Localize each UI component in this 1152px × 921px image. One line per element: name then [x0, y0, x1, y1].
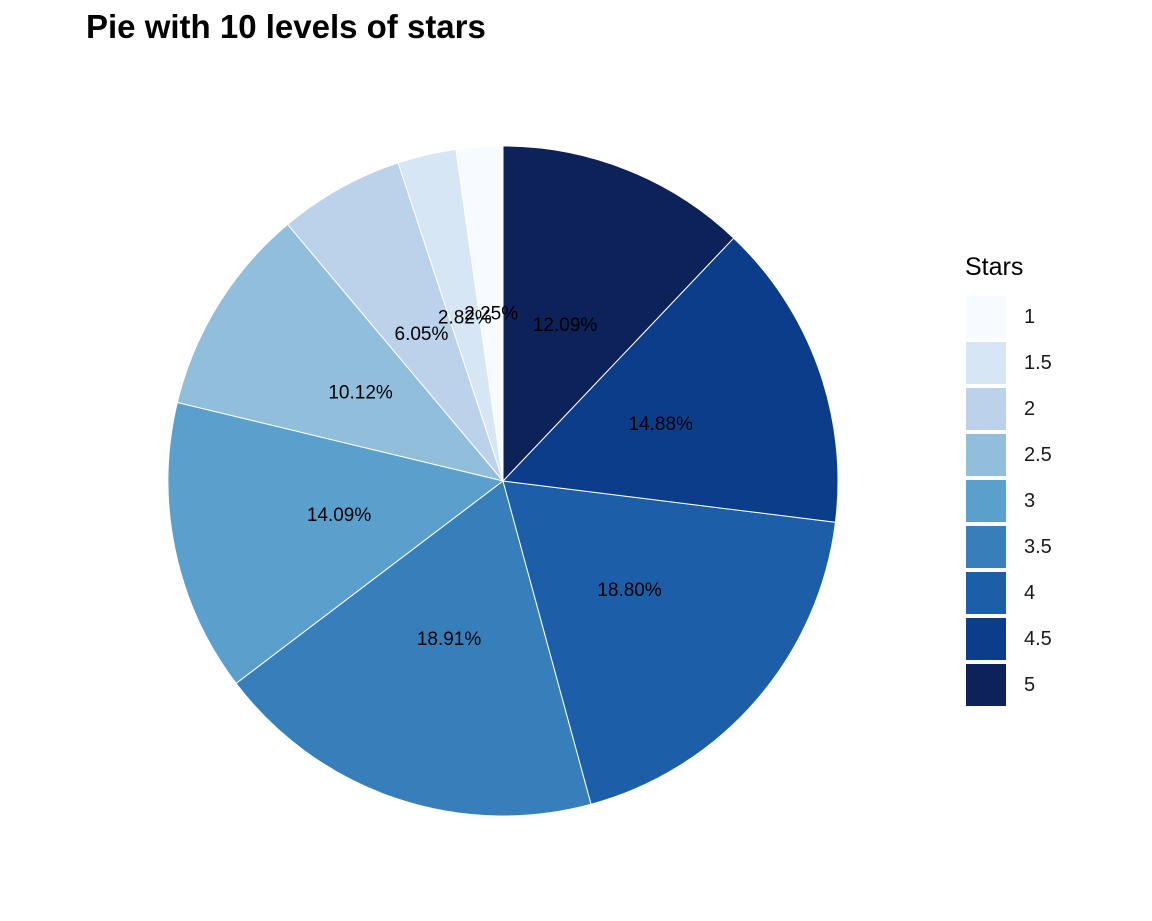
legend-label-1: 1	[1024, 305, 1036, 328]
slice-label-3.5: 18.91%	[417, 629, 482, 650]
legend-item-5: 5	[965, 662, 1052, 708]
legend-item-3: 3	[965, 478, 1052, 524]
slice-label-4.5: 14.88%	[628, 414, 693, 435]
legend-label-4.5: 4.5	[1024, 627, 1052, 650]
legend-label-3: 3	[1024, 489, 1036, 512]
pie-slices	[167, 145, 839, 817]
slice-label-2.5: 10.12%	[328, 382, 393, 403]
legend-item-4: 4	[965, 570, 1052, 616]
legend-item-3.5: 3.5	[965, 524, 1052, 570]
legend-label-2.5: 2.5	[1024, 443, 1052, 466]
legend-item-2: 2	[965, 386, 1052, 432]
slice-label-5: 12.09%	[533, 315, 598, 336]
pie-slice-labels: 2.25%2.82%6.05% 10.12% 14.09% 18.91% 18.80% 1…	[307, 303, 693, 650]
legend-label-4: 4	[1024, 581, 1036, 604]
legend-key-4.5	[965, 617, 1007, 661]
legend-key-5	[965, 663, 1007, 707]
legend-key-1.5	[965, 341, 1007, 385]
legend-item-4.5: 4.5	[965, 616, 1052, 662]
legend-key-2.5	[965, 433, 1007, 477]
legend-label-1.5: 1.5	[1024, 351, 1052, 374]
legend-key-2	[965, 387, 1007, 431]
legend-label-2: 2	[1024, 397, 1036, 420]
legend: Stars 1 1.5 2 2.5 3 3.5 4 4.5 5	[965, 250, 1052, 708]
pie-slice-2	[286, 162, 504, 482]
legend-item-1: 1	[965, 294, 1052, 340]
chart-title: Pie with 10 levels of stars	[86, 8, 486, 45]
legend-key-3	[965, 479, 1007, 523]
pie-slice-4.5	[501, 237, 839, 523]
pie-slice-3.5	[235, 480, 592, 817]
slice-label-1.5: 2.82%	[438, 307, 492, 328]
pie-slice-5	[502, 145, 735, 483]
legend-label-3.5: 3.5	[1024, 535, 1052, 558]
slice-label-4: 18.80%	[597, 580, 662, 601]
pie-slice-2.5	[176, 223, 505, 482]
legend-title: Stars	[965, 253, 1024, 281]
legend-label-5: 5	[1024, 673, 1036, 696]
legend-key-1	[965, 295, 1007, 339]
pie-slice-4	[502, 480, 837, 805]
legend-item-2.5: 2.5	[965, 432, 1052, 478]
legend-key-3.5	[965, 525, 1007, 569]
legend-items: 1 1.5 2 2.5 3 3.5 4 4.5 5	[965, 294, 1052, 708]
pie-slice-3	[167, 401, 505, 685]
slice-label-3: 14.09%	[307, 505, 372, 526]
slice-label-2: 6.05%	[395, 324, 449, 345]
legend-item-1.5: 1.5	[965, 340, 1052, 386]
slice-label-1: 2.25%	[464, 303, 518, 324]
legend-key-4	[965, 571, 1007, 615]
